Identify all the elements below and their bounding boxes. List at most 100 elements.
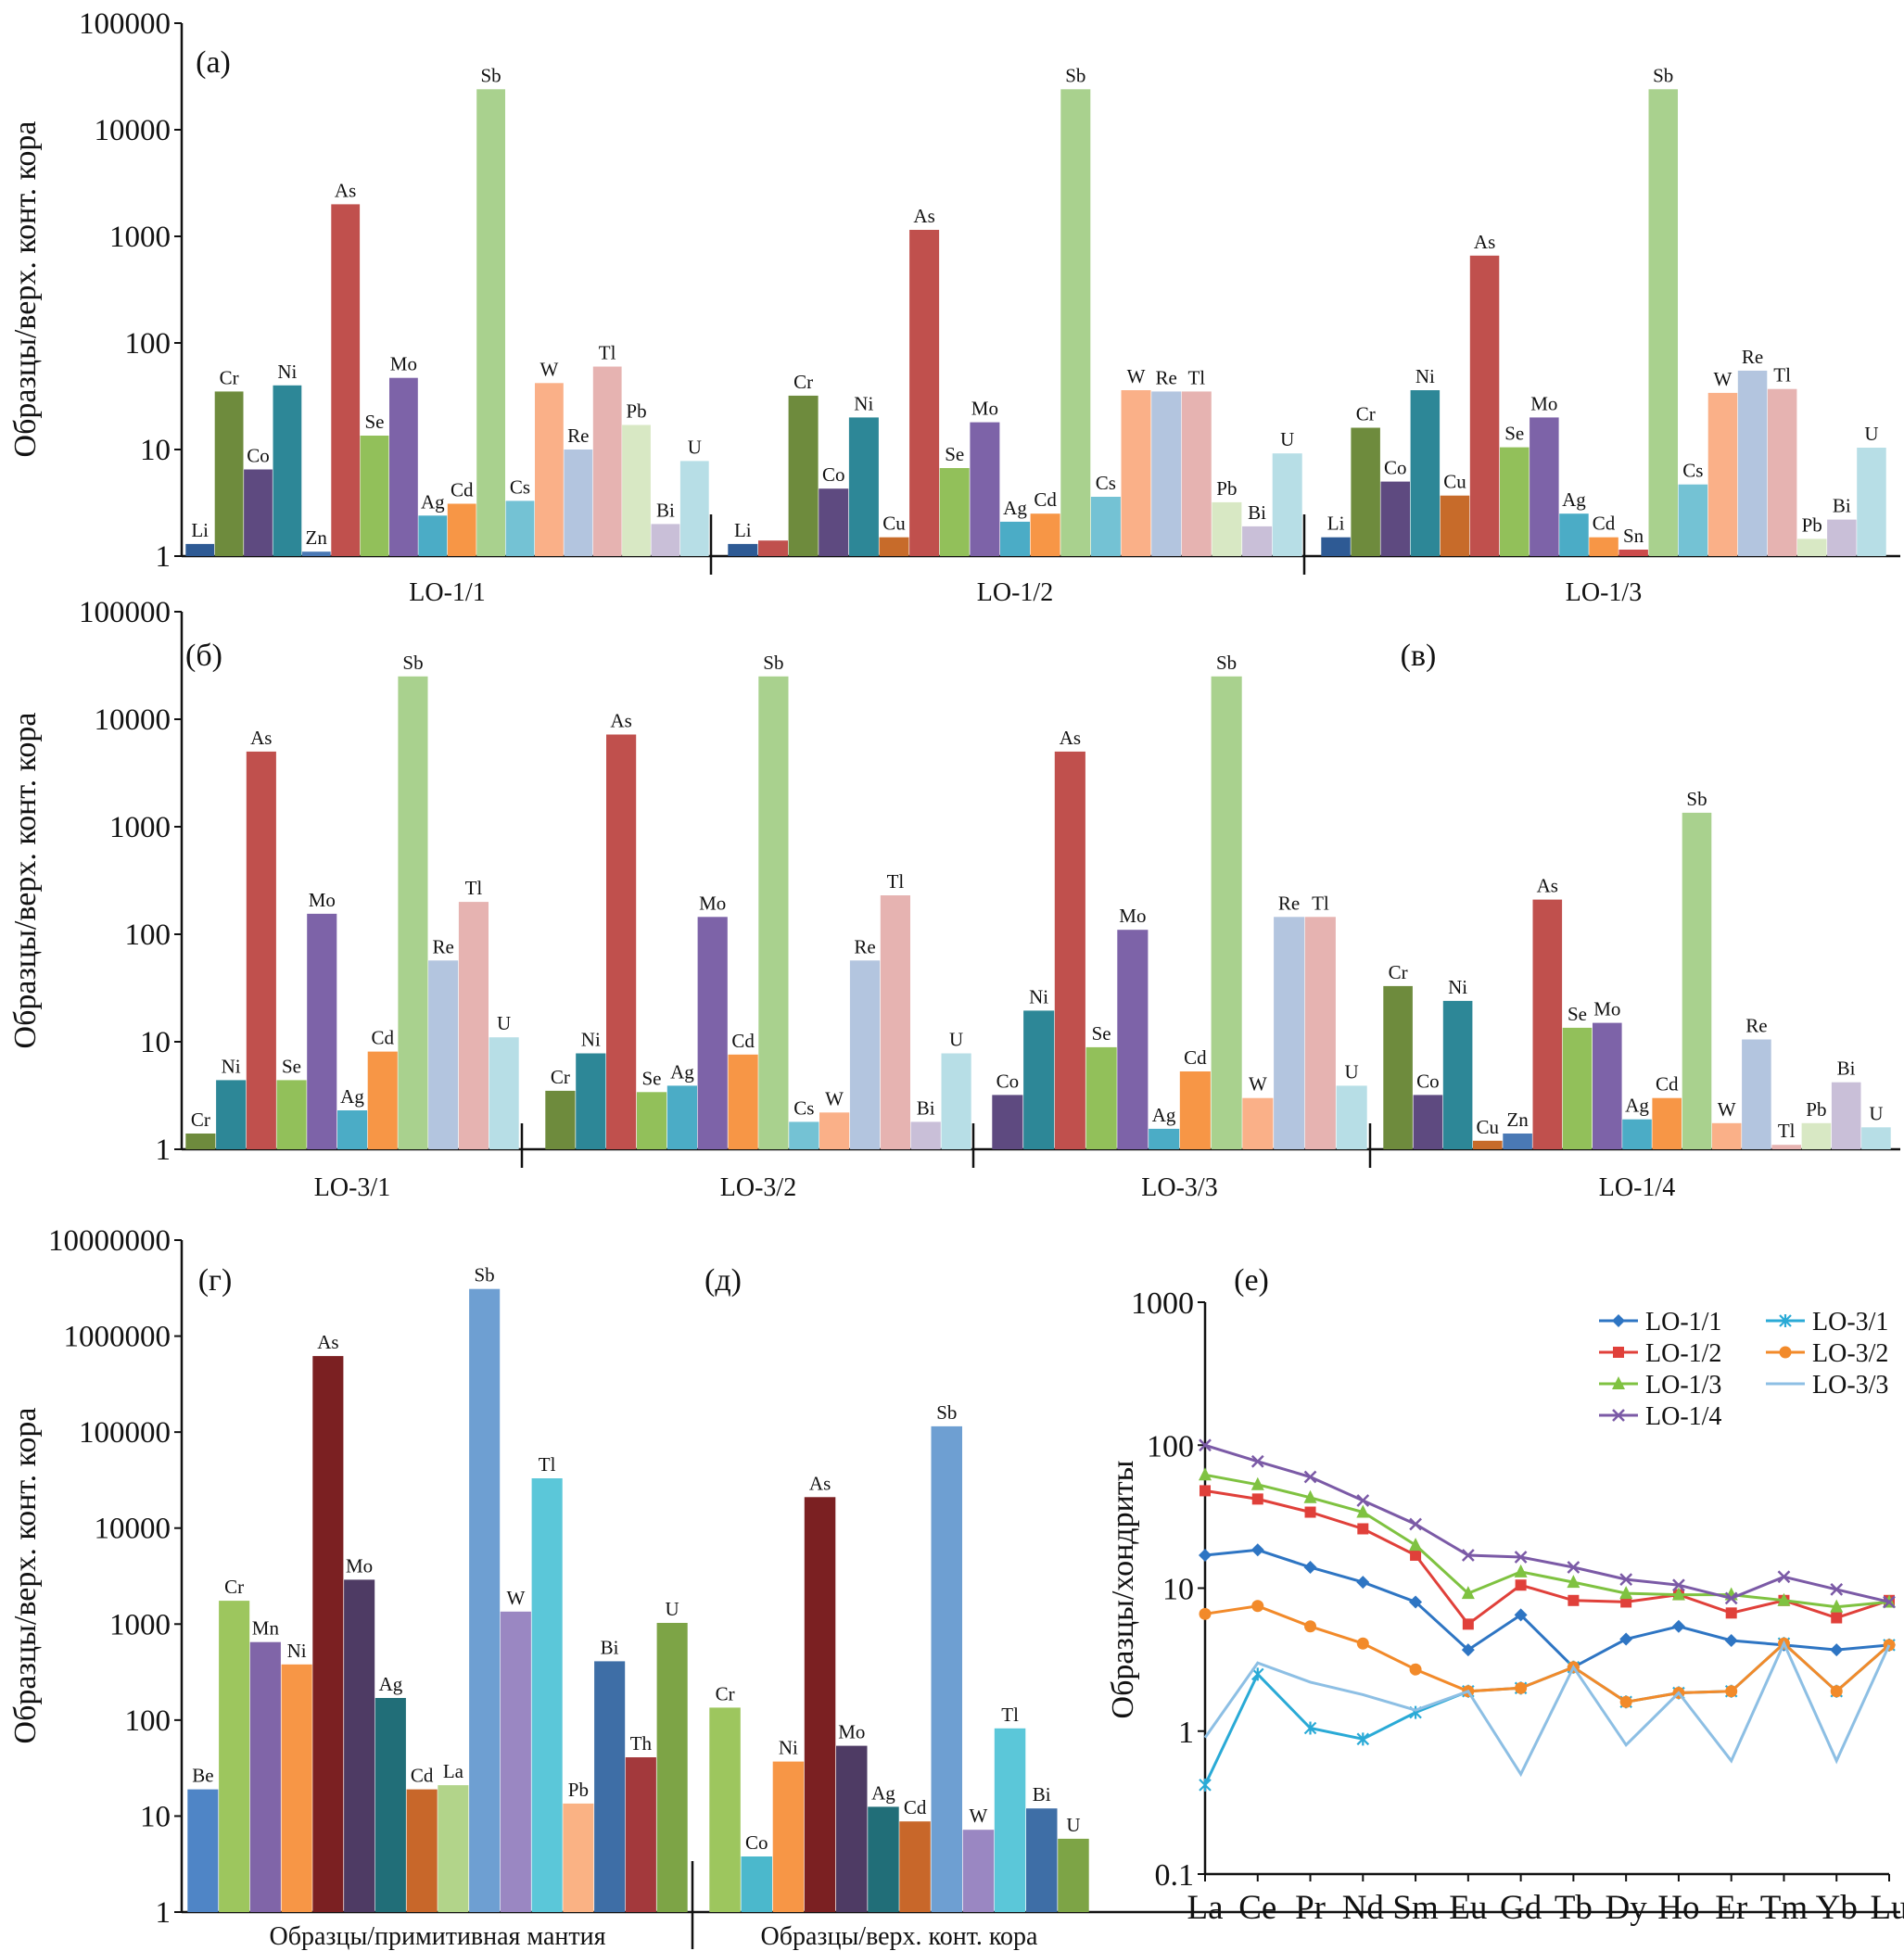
bar-mo xyxy=(970,422,1000,556)
marker-square xyxy=(1620,1596,1632,1608)
panel-letter: (д) xyxy=(704,1263,742,1298)
bar-label: Se xyxy=(1568,1003,1587,1025)
bar-label: Ni xyxy=(277,361,297,383)
bar-u xyxy=(656,1623,688,1912)
bar-bi xyxy=(651,524,680,556)
bar-ag xyxy=(1149,1128,1180,1149)
bar-label: Sb xyxy=(1065,64,1085,86)
bar-cd xyxy=(1179,1071,1211,1149)
bar-u xyxy=(489,1037,519,1149)
marker-asterisk xyxy=(1779,1314,1792,1327)
ree-y-tick-label: 10 xyxy=(1162,1573,1194,1607)
bar-pb xyxy=(1797,538,1827,556)
bar-sb xyxy=(476,89,505,557)
bar-label: Pb xyxy=(626,400,646,423)
marker-diamond xyxy=(1461,1643,1475,1657)
bar-label: Bi xyxy=(917,1096,935,1119)
bar-cs xyxy=(1678,484,1708,556)
bar-co xyxy=(1380,481,1410,556)
bar-label: Cr xyxy=(551,1066,570,1088)
bar-label: Pb xyxy=(1802,513,1822,536)
bar-w xyxy=(962,1830,995,1912)
bar-label: U xyxy=(1864,423,1878,445)
bar-mo xyxy=(1530,417,1559,556)
panel-letter: (в) xyxy=(1401,639,1437,673)
bar-be xyxy=(187,1789,219,1912)
y-axis-label: Образцы/верх. конт. кора xyxy=(8,713,43,1049)
bar-re xyxy=(1274,917,1305,1149)
bar-label: Mo xyxy=(390,353,417,375)
series-lo-1-3 xyxy=(1199,1467,1896,1613)
bar-label: Cd xyxy=(904,1796,927,1818)
bar-tl xyxy=(994,1728,1026,1912)
marker-x xyxy=(1883,1595,1896,1609)
y-tick-label: 10000000 xyxy=(48,1224,171,1258)
bar-mo xyxy=(1117,930,1149,1149)
bar-tl xyxy=(1181,391,1212,556)
panel-letter: (а) xyxy=(196,45,231,80)
bar-label: Ag xyxy=(340,1085,364,1108)
marker-circle xyxy=(1619,1695,1632,1708)
bar-label: Re xyxy=(1742,346,1763,368)
bar-label: As xyxy=(913,205,934,227)
bar-label: Se xyxy=(1504,423,1524,445)
bar-as xyxy=(1532,899,1563,1149)
ree-y-tick-label: 0.1 xyxy=(1155,1858,1195,1893)
bar-label: U xyxy=(1280,428,1294,450)
bar-se xyxy=(1562,1027,1593,1149)
bar-label: Ni xyxy=(1415,365,1435,387)
bar-label: Re xyxy=(433,935,454,957)
panel-letter: (г) xyxy=(198,1263,233,1298)
bar-li xyxy=(1321,537,1351,556)
bar-label: Bi xyxy=(601,1636,619,1658)
legend-item: LO-1/2 xyxy=(1599,1339,1721,1368)
y-axis-label: Образцы/верх. конт. кора xyxy=(8,1408,43,1744)
bar-u xyxy=(941,1053,971,1149)
bar-w xyxy=(500,1611,531,1912)
group-label: LO-1/1 xyxy=(409,578,485,607)
y-tick-label: 1000000 xyxy=(64,1321,171,1354)
bar-label: As xyxy=(1537,875,1558,897)
bar-label: U xyxy=(949,1029,963,1051)
bar-se xyxy=(276,1080,307,1149)
y-tick-label: 100 xyxy=(125,1704,171,1738)
bar-label: Co xyxy=(996,1070,1020,1092)
bar-label: Cd xyxy=(1184,1046,1207,1069)
marker-diamond xyxy=(1612,1314,1625,1327)
marker-x xyxy=(1461,1549,1475,1562)
group-label: LO-3/2 xyxy=(720,1173,796,1202)
bar-tl xyxy=(1767,388,1797,556)
bar-ag xyxy=(868,1806,899,1912)
marker-triangle xyxy=(1612,1376,1625,1389)
ree-y-axis-label: Образцы/хондриты xyxy=(1106,1460,1140,1718)
bar-cr xyxy=(545,1090,576,1149)
marker-circle xyxy=(1409,1663,1422,1676)
bar-label: Sn xyxy=(1623,525,1644,547)
marker-x xyxy=(1724,1591,1738,1605)
marker-x xyxy=(1777,1570,1791,1584)
bar-label: Ag xyxy=(1562,488,1586,511)
y-tick-label: 100000 xyxy=(79,7,171,41)
bar-label: W xyxy=(506,1587,525,1609)
bar-u xyxy=(1336,1085,1367,1149)
bar-w xyxy=(535,383,564,556)
bar-cd xyxy=(367,1051,398,1149)
bar-co xyxy=(1413,1095,1443,1149)
bar-label: Tl xyxy=(1001,1704,1019,1726)
bar-se xyxy=(1085,1046,1117,1149)
y-tick-label: 10000 xyxy=(95,703,171,737)
bar-zn xyxy=(1503,1134,1532,1149)
bar-cs xyxy=(505,500,535,556)
bar-label: Cr xyxy=(1356,403,1376,425)
bar-label: Bi xyxy=(1033,1783,1051,1805)
bar-ag xyxy=(666,1085,697,1149)
marker-triangle xyxy=(1250,1476,1264,1490)
bar-mo xyxy=(697,917,728,1149)
bar-label: Bi xyxy=(1833,495,1851,517)
bar-label: Cs xyxy=(1682,460,1703,482)
y-tick-label: 10 xyxy=(140,434,171,467)
bar-label: Tl xyxy=(465,877,483,899)
bar-w xyxy=(1242,1097,1274,1149)
legend-item: LO-1/4 xyxy=(1599,1402,1721,1431)
bar-label: U xyxy=(666,1598,679,1620)
